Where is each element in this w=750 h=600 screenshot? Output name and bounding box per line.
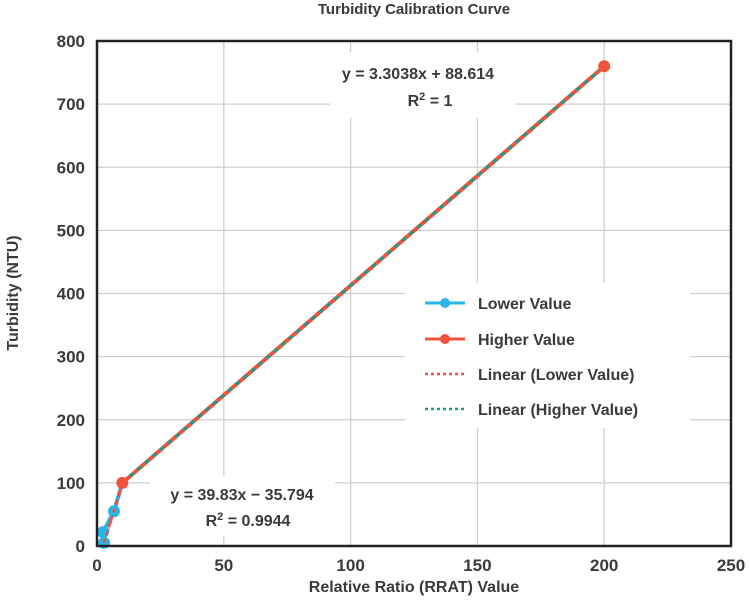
annotation-r2-higher: R2 = 1 — [408, 91, 453, 110]
annotation-r2-lower: R2 = 0.9944 — [206, 511, 291, 530]
y-tick-label: 0 — [76, 537, 85, 556]
legend-box — [405, 283, 690, 428]
annotation-equation-higher: y = 3.3038x + 88.614 — [342, 66, 494, 83]
legend-item-lower-value: Lower Value — [425, 296, 571, 313]
x-axis-label: Relative Ratio (RRAT) Value — [309, 579, 520, 596]
legend-item-linear-higher: Linear (Higher Value) — [425, 402, 638, 419]
y-tick-label: 300 — [57, 348, 85, 367]
x-tick-label: 50 — [214, 556, 233, 575]
annotation-box-lower — [150, 476, 335, 536]
y-tick-label: 200 — [57, 411, 85, 430]
trendline-overlay-higher — [121, 65, 606, 485]
legend-marker-higher-value — [440, 334, 450, 344]
annotation-equation-lower: y = 39.83x − 35.794 — [170, 487, 313, 504]
x-tick-label: 0 — [92, 556, 101, 575]
y-tick-labels: 0 100 200 300 400 500 600 700 800 — [57, 32, 85, 556]
trendline-linear-lower-overlay — [102, 482, 124, 544]
plot-border — [95, 39, 733, 548]
legend-label-higher-value: Higher Value — [478, 332, 575, 349]
x-tick-label: 100 — [336, 556, 364, 575]
y-tick-label: 800 — [57, 32, 85, 51]
legend-label-lower-value: Lower Value — [478, 296, 571, 313]
series-layer — [97, 60, 611, 549]
y-tick-label: 100 — [57, 474, 85, 493]
data-point-higher-value — [116, 476, 129, 489]
y-tick-label: 700 — [57, 95, 85, 114]
chart-title: Turbidity Calibration Curve — [318, 1, 510, 18]
legend-label-linear-lower: Linear (Lower Value) — [478, 367, 634, 384]
y-tick-label: 400 — [57, 285, 85, 304]
legend-marker-lower-value — [440, 298, 450, 308]
legend-item-higher-value: Higher Value — [425, 332, 575, 349]
y-tick-label: 500 — [57, 221, 85, 240]
legend-item-linear-lower: Linear (Lower Value) — [425, 367, 634, 384]
legend-label-linear-higher: Linear (Higher Value) — [478, 402, 638, 419]
annotation-box-higher — [330, 52, 515, 118]
x-tick-label: 250 — [717, 556, 745, 575]
x-tick-labels: 0 50 100 150 200 250 — [92, 556, 745, 575]
y-axis-label: Turbidity (NTU) — [5, 235, 22, 350]
x-tick-label: 150 — [463, 556, 491, 575]
y-tick-label: 600 — [57, 158, 85, 177]
data-point-higher-value — [598, 60, 611, 73]
data-point-lower-value — [97, 526, 110, 539]
trendline-linear-higher — [121, 65, 606, 485]
x-tick-label: 200 — [590, 556, 618, 575]
legend: Lower Value Higher Value Linear (Lower V… — [405, 283, 690, 428]
